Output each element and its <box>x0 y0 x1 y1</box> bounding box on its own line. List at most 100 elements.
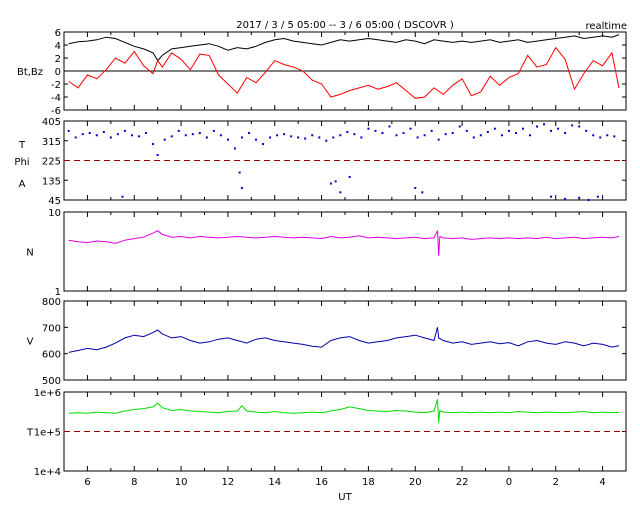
y-tick-label: 315 <box>42 137 61 148</box>
data-point <box>191 133 194 136</box>
data-point <box>95 134 98 137</box>
chart-title: 2017 / 3 / 5 05:00 -- 3 / 6 05:00 ( DSCO… <box>236 20 454 31</box>
data-point <box>493 127 496 130</box>
y-tick-label: 600 <box>42 350 61 361</box>
y-axis-label: N <box>26 248 33 259</box>
y-tick-label: 1e+5 <box>34 428 61 439</box>
x-tick-label: 0 <box>506 477 512 488</box>
x-tick-label: 14 <box>268 477 281 488</box>
data-point <box>564 197 567 200</box>
series-line-n <box>68 230 620 256</box>
data-point <box>283 133 286 136</box>
data-point <box>81 133 84 136</box>
data-point <box>353 133 356 136</box>
data-point <box>339 191 342 194</box>
data-point <box>564 132 567 135</box>
y-tick-label: 1e+4 <box>34 467 61 478</box>
data-point <box>109 136 112 139</box>
data-point <box>219 134 222 137</box>
data-point <box>297 136 300 139</box>
data-point <box>458 125 461 128</box>
data-point <box>472 136 475 139</box>
data-point <box>102 130 105 133</box>
data-point <box>430 129 433 132</box>
data-point <box>346 130 349 133</box>
x-tick-label: 16 <box>315 477 328 488</box>
data-point <box>613 135 616 138</box>
data-point <box>339 134 342 137</box>
data-point <box>198 132 201 135</box>
data-point <box>571 124 574 127</box>
data-point <box>587 199 590 201</box>
data-point <box>596 195 599 198</box>
data-point <box>177 129 180 132</box>
series-line-t <box>68 399 620 423</box>
x-tick-label: 20 <box>409 477 422 488</box>
data-point <box>144 132 147 135</box>
data-point <box>451 132 454 135</box>
data-point <box>212 129 215 132</box>
data-point <box>514 132 517 135</box>
x-axis-label: UT <box>338 492 352 503</box>
data-point <box>437 138 440 141</box>
data-point <box>240 186 243 189</box>
data-point <box>238 171 241 174</box>
data-point <box>599 136 602 139</box>
data-point <box>585 129 588 132</box>
data-point <box>374 129 377 132</box>
data-point <box>121 195 124 198</box>
data-point <box>205 136 208 139</box>
data-point <box>332 136 335 139</box>
y-tick-label: -2 <box>51 80 61 91</box>
data-point <box>521 127 524 130</box>
data-point <box>348 175 351 178</box>
series-line-bt <box>68 34 620 62</box>
data-point <box>507 129 510 132</box>
y-tick-label: 135 <box>42 176 61 187</box>
y-axis-label: A <box>19 179 26 190</box>
y-tick-label: -6 <box>51 106 61 117</box>
data-point <box>311 134 314 137</box>
data-point <box>170 135 173 138</box>
y-tick-label: 405 <box>42 117 61 128</box>
x-tick-label: 2 <box>553 477 559 488</box>
data-point <box>304 137 307 140</box>
x-tick-label: 10 <box>175 477 188 488</box>
data-point <box>592 134 595 137</box>
data-point <box>414 186 417 189</box>
data-point <box>318 136 321 139</box>
y-tick-label: 700 <box>42 323 61 334</box>
data-point <box>550 129 553 132</box>
x-tick-label: 6 <box>84 477 90 488</box>
data-point <box>137 135 140 138</box>
data-point <box>233 147 236 150</box>
y-tick-label: 6 <box>55 28 61 39</box>
y-tick-label: 1e+6 <box>34 388 61 399</box>
data-point <box>226 138 229 141</box>
y-tick-label: 10 <box>48 208 61 219</box>
data-point <box>444 133 447 136</box>
data-point <box>130 134 133 137</box>
y-tick-label: 800 <box>42 297 61 308</box>
y-tick-label: 45 <box>48 196 61 207</box>
data-point <box>528 134 531 137</box>
data-point <box>123 129 126 132</box>
data-point <box>67 129 70 132</box>
y-tick-label: 2 <box>55 54 61 65</box>
realtime-label: realtime <box>585 21 627 32</box>
series-line-bz <box>68 46 620 99</box>
data-point <box>388 125 391 128</box>
series-line-v <box>68 327 620 353</box>
data-point <box>395 134 398 137</box>
data-point <box>578 196 581 199</box>
data-point <box>416 136 419 139</box>
data-point <box>269 136 272 139</box>
data-point <box>74 136 77 139</box>
data-point <box>116 133 119 136</box>
x-tick-label: 8 <box>131 477 137 488</box>
data-point <box>156 154 159 157</box>
data-point <box>606 134 609 137</box>
data-point <box>163 138 166 141</box>
data-point <box>360 136 363 139</box>
data-point <box>465 129 468 132</box>
